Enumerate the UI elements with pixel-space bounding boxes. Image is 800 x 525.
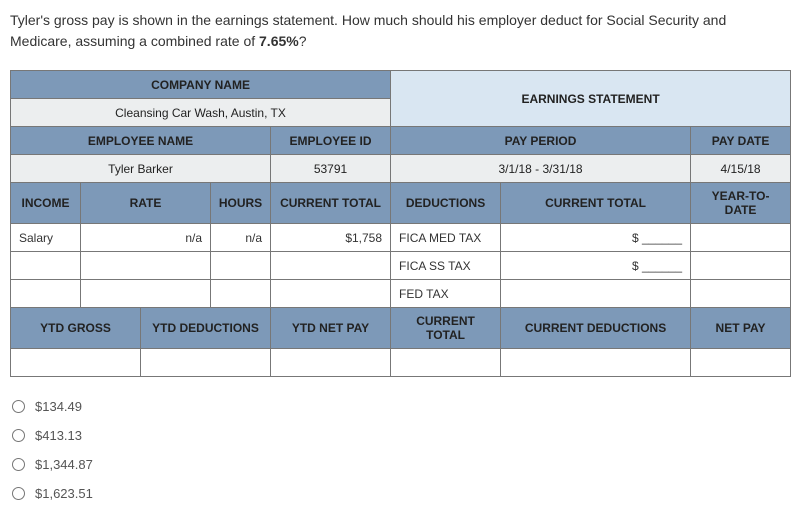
current-deductions-value bbox=[501, 349, 691, 377]
ytd-gross-value bbox=[11, 349, 141, 377]
employee-id-header: EMPLOYEE ID bbox=[271, 127, 391, 155]
question-rate: 7.65% bbox=[259, 33, 299, 49]
question-suffix: ? bbox=[299, 33, 307, 49]
rate-header: RATE bbox=[81, 183, 211, 224]
ytd-gross-header: YTD GROSS bbox=[11, 308, 141, 349]
radio-c[interactable] bbox=[12, 458, 25, 471]
current-total-header: CURRENT TOTAL bbox=[271, 183, 391, 224]
employee-id: 53791 bbox=[271, 155, 391, 183]
current-total3-value bbox=[391, 349, 501, 377]
income-empty-3 bbox=[11, 280, 81, 308]
current-total3-header: CURRENT TOTAL bbox=[391, 308, 501, 349]
option-b-label: $413.13 bbox=[35, 428, 82, 443]
option-a[interactable]: $134.49 bbox=[12, 399, 800, 414]
company-name: Cleansing Car Wash, Austin, TX bbox=[11, 99, 391, 127]
employee-name-header: EMPLOYEE NAME bbox=[11, 127, 271, 155]
option-b[interactable]: $413.13 bbox=[12, 428, 800, 443]
current-total-empty-3 bbox=[271, 280, 391, 308]
earnings-statement-header: EARNINGS STATEMENT bbox=[391, 71, 791, 127]
deduction-fed-tax: FED TAX bbox=[391, 280, 501, 308]
income-header: INCOME bbox=[11, 183, 81, 224]
hours-empty-3 bbox=[211, 280, 271, 308]
ytd-blank-3 bbox=[691, 280, 791, 308]
pay-date-header: PAY DATE bbox=[691, 127, 791, 155]
earnings-table: COMPANY NAME EARNINGS STATEMENT Cleansin… bbox=[10, 70, 791, 377]
pay-period: 3/1/18 - 3/31/18 bbox=[391, 155, 691, 183]
current-total2-header: CURRENT TOTAL bbox=[501, 183, 691, 224]
rate-empty-3 bbox=[81, 280, 211, 308]
ytd-net-pay-header: YTD NET PAY bbox=[271, 308, 391, 349]
employee-name: Tyler Barker bbox=[11, 155, 271, 183]
ytd-deductions-value bbox=[141, 349, 271, 377]
pay-period-header: PAY PERIOD bbox=[391, 127, 691, 155]
hours-header: HOURS bbox=[211, 183, 271, 224]
option-c[interactable]: $1,344.87 bbox=[12, 457, 800, 472]
radio-d[interactable] bbox=[12, 487, 25, 500]
company-name-header: COMPANY NAME bbox=[11, 71, 391, 99]
income-salary: Salary bbox=[11, 224, 81, 252]
hours-empty-2 bbox=[211, 252, 271, 280]
option-d-label: $1,623.51 bbox=[35, 486, 93, 501]
option-c-label: $1,344.87 bbox=[35, 457, 93, 472]
fica-ss-blank: $ ______ bbox=[501, 252, 691, 280]
net-pay-value bbox=[691, 349, 791, 377]
ytd-blank-2 bbox=[691, 252, 791, 280]
deduction-fica-ss: FICA SS TAX bbox=[391, 252, 501, 280]
ytd-net-pay-value bbox=[271, 349, 391, 377]
radio-b[interactable] bbox=[12, 429, 25, 442]
deduction-fica-med: FICA MED TAX bbox=[391, 224, 501, 252]
current-deductions-header: CURRENT DEDUCTIONS bbox=[501, 308, 691, 349]
current-total-value: $1,758 bbox=[271, 224, 391, 252]
pay-date: 4/15/18 bbox=[691, 155, 791, 183]
option-d[interactable]: $1,623.51 bbox=[12, 486, 800, 501]
fed-tax-blank bbox=[501, 280, 691, 308]
income-empty-2 bbox=[11, 252, 81, 280]
year-to-date-header: YEAR-TO-DATE bbox=[691, 183, 791, 224]
hours-na: n/a bbox=[211, 224, 271, 252]
fica-med-blank: $ ______ bbox=[501, 224, 691, 252]
rate-empty-2 bbox=[81, 252, 211, 280]
answer-options: $134.49 $413.13 $1,344.87 $1,623.51 bbox=[12, 399, 800, 501]
deductions-header: DEDUCTIONS bbox=[391, 183, 501, 224]
question-prefix: Tyler's gross pay is shown in the earnin… bbox=[10, 12, 726, 49]
ytd-blank-1 bbox=[691, 224, 791, 252]
net-pay-header: NET PAY bbox=[691, 308, 791, 349]
current-total-empty-2 bbox=[271, 252, 391, 280]
rate-na: n/a bbox=[81, 224, 211, 252]
question-text: Tyler's gross pay is shown in the earnin… bbox=[10, 10, 780, 52]
radio-a[interactable] bbox=[12, 400, 25, 413]
option-a-label: $134.49 bbox=[35, 399, 82, 414]
ytd-deductions-header: YTD DEDUCTIONS bbox=[141, 308, 271, 349]
